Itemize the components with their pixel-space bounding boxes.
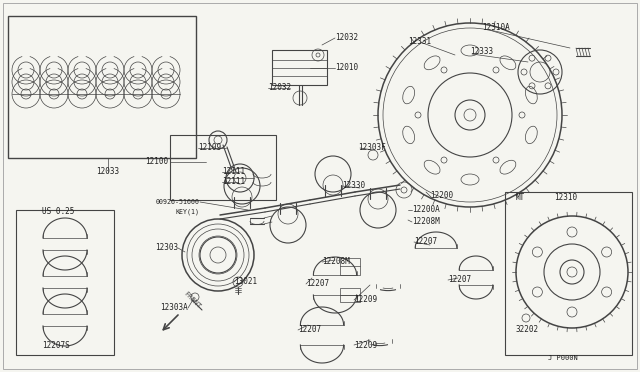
Text: US 0.25: US 0.25 [42,208,74,217]
Text: 12207: 12207 [306,279,329,289]
Text: 12200: 12200 [430,192,453,201]
Text: 12303: 12303 [155,244,178,253]
Text: 12109: 12109 [198,144,221,153]
Bar [272,50,327,85]
Text: MT: MT [516,193,525,202]
Text: 12303F: 12303F [358,144,386,153]
Bar [340,258,360,275]
Text: 12208M: 12208M [412,218,440,227]
Text: 12207: 12207 [298,326,321,334]
Text: 12111: 12111 [222,167,245,176]
Text: 12100: 12100 [145,157,168,167]
Text: 12310A: 12310A [482,23,509,32]
Text: 12303A: 12303A [160,304,188,312]
Text: 12033: 12033 [97,167,120,176]
Text: 12208M: 12208M [322,257,349,266]
Text: 12032: 12032 [335,33,358,42]
Text: 12330: 12330 [342,182,365,190]
Text: 12310: 12310 [554,193,577,202]
Text: 13021: 13021 [234,278,257,286]
Text: 12209: 12209 [354,295,377,305]
Text: 12207: 12207 [414,237,437,247]
Bar [16,210,114,355]
Bar [340,288,360,302]
Bar [8,16,196,158]
Text: FRONT: FRONT [183,291,202,310]
Text: 32202: 32202 [516,326,539,334]
Text: 12111: 12111 [222,177,245,186]
Text: 00926-51600: 00926-51600 [156,199,200,205]
Text: 12207S: 12207S [42,341,70,350]
Bar [505,192,632,355]
Text: 12209: 12209 [354,340,377,350]
Text: 12333: 12333 [470,48,493,57]
Text: 12010: 12010 [335,64,358,73]
Text: 12207: 12207 [448,276,471,285]
Bar [170,135,276,200]
Text: J P000N: J P000N [548,355,578,361]
Text: 12032: 12032 [268,83,291,93]
Text: 12331: 12331 [408,38,431,46]
Text: KEY(1): KEY(1) [176,209,200,215]
Text: 12200A: 12200A [412,205,440,215]
